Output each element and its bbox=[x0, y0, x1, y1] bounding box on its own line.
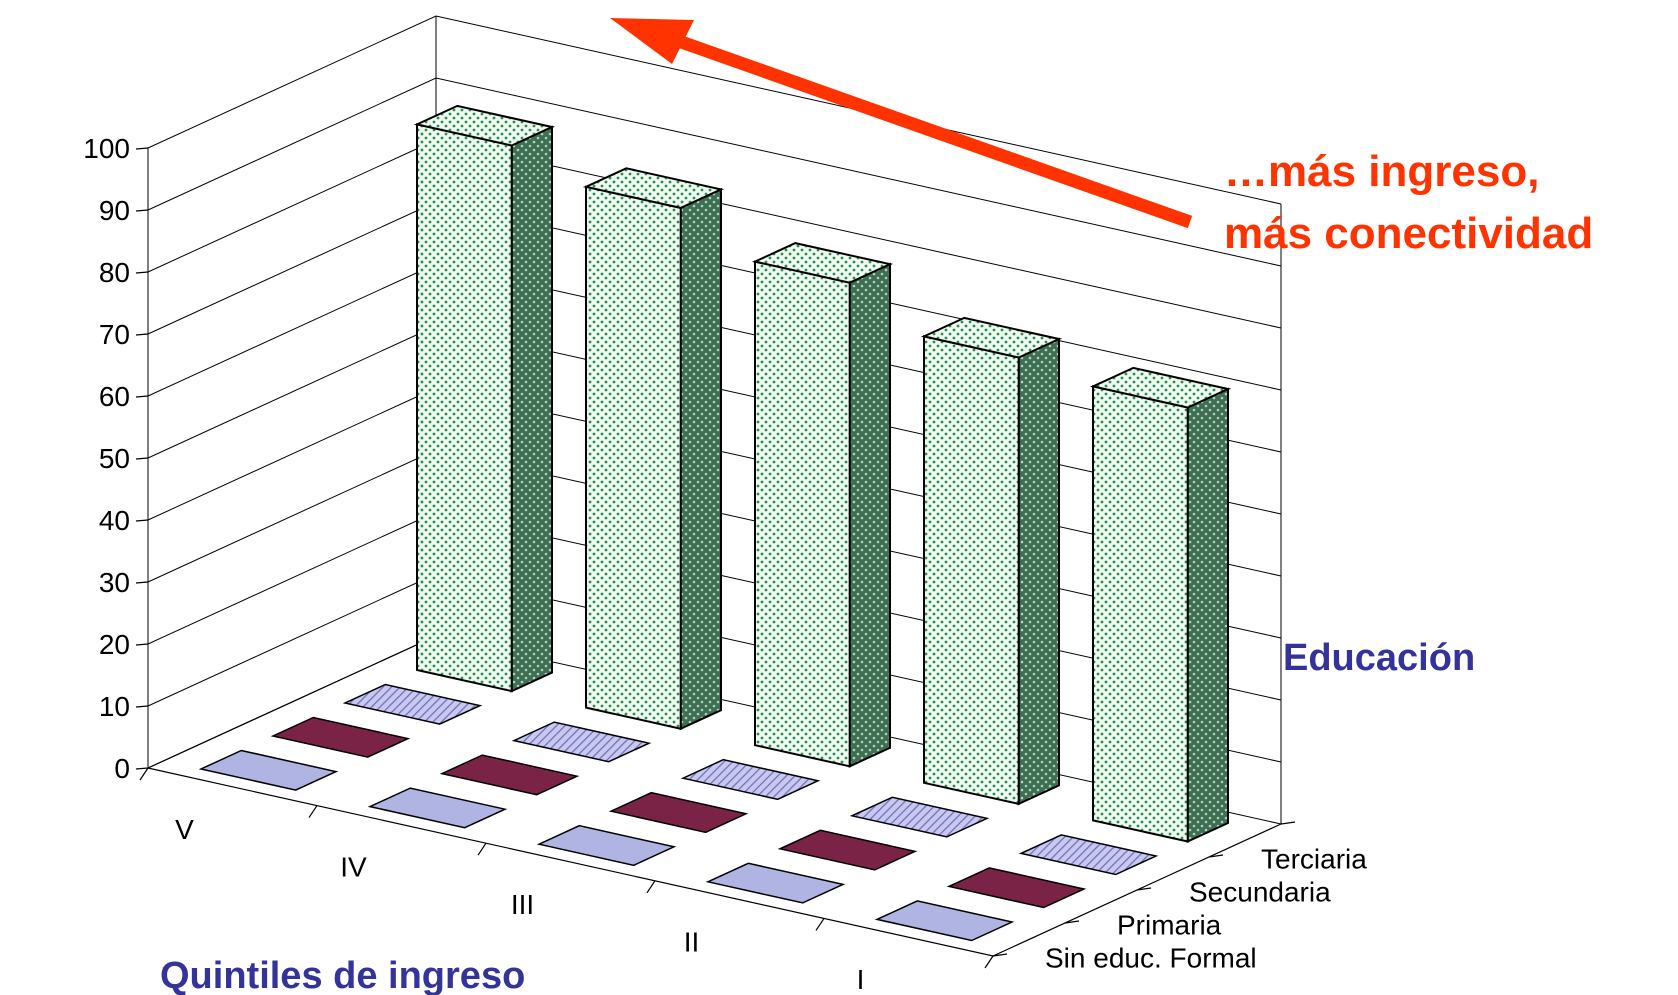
floor-tile bbox=[608, 791, 749, 834]
y-tick-label: 90 bbox=[99, 195, 130, 226]
bar-side bbox=[510, 125, 553, 693]
y-tick-label: 70 bbox=[99, 319, 130, 350]
x-tick-mark bbox=[815, 918, 825, 931]
depth-tick-label: Sin educ. Formal bbox=[1045, 943, 1257, 974]
x-tick-label: I bbox=[857, 964, 865, 995]
bar-side bbox=[1186, 387, 1229, 844]
y-tick-mark bbox=[135, 271, 149, 274]
y-tick-mark bbox=[135, 457, 149, 460]
y-tick-mark bbox=[135, 333, 149, 336]
y-tick-label: 80 bbox=[99, 257, 130, 288]
gridline bbox=[147, 15, 1282, 205]
floor-tile bbox=[849, 796, 990, 838]
depth-tick-label: Secundaria bbox=[1189, 877, 1331, 908]
depth-tick-label: Primaria bbox=[1117, 910, 1222, 941]
floor-tile bbox=[270, 716, 411, 758]
depth-tick-mark bbox=[1280, 821, 1296, 825]
bar bbox=[923, 335, 1020, 806]
y-tick-label: 40 bbox=[99, 505, 130, 536]
depth-tick-mark bbox=[1064, 920, 1080, 924]
x-tick-label: V bbox=[175, 814, 194, 845]
x-tick-label: II bbox=[684, 927, 700, 958]
y-tick-label: 20 bbox=[99, 629, 130, 660]
floor-tile bbox=[342, 683, 483, 725]
y-tick-label: 60 bbox=[99, 381, 130, 412]
x-tick-mark bbox=[139, 767, 149, 781]
bar bbox=[416, 123, 513, 693]
y-tick-label: 50 bbox=[99, 443, 130, 474]
floor-tile bbox=[198, 749, 339, 791]
floor-tiles bbox=[198, 683, 1159, 942]
floor-tile bbox=[511, 721, 652, 763]
floor-tile bbox=[705, 862, 846, 904]
floor-tile bbox=[874, 900, 1015, 942]
y-tick-mark bbox=[135, 147, 149, 150]
bar bbox=[754, 260, 851, 768]
annotation-line-2: más conectividad bbox=[1224, 209, 1593, 258]
annotation-line-1: …más ingreso, bbox=[1224, 147, 1539, 196]
depth-tick-mark bbox=[992, 953, 1008, 957]
y-tick-mark bbox=[135, 519, 149, 522]
x-tick-mark bbox=[477, 842, 487, 856]
y-tick-mark bbox=[135, 581, 149, 584]
depth-axis-title: Educación bbox=[1283, 637, 1475, 679]
bar bbox=[1092, 385, 1189, 843]
depth-tick-label: Terciaria bbox=[1261, 844, 1367, 875]
floor-tile bbox=[777, 829, 918, 871]
bar-side bbox=[1017, 337, 1060, 806]
y-tick-mark bbox=[135, 209, 149, 212]
y-tick-mark bbox=[135, 767, 149, 770]
bar-top bbox=[920, 316, 1063, 359]
bars bbox=[413, 104, 1232, 844]
floor-tile bbox=[680, 758, 821, 801]
floor-tile bbox=[1018, 834, 1159, 876]
floor-tile bbox=[536, 824, 677, 867]
x-tick-label: IV bbox=[340, 851, 367, 882]
floor-tile bbox=[439, 754, 580, 796]
y-tick-label: 100 bbox=[83, 133, 130, 164]
x-tick-mark bbox=[308, 805, 318, 818]
bar-side bbox=[848, 262, 891, 768]
bar-side bbox=[679, 187, 722, 731]
y-tick-label: 0 bbox=[114, 753, 130, 784]
bar-top bbox=[1089, 366, 1232, 409]
x-tick-mark bbox=[646, 880, 656, 894]
x-axis-title: Quintiles de ingreso bbox=[160, 955, 525, 995]
y-tick-label: 10 bbox=[99, 691, 130, 722]
y-tick-mark bbox=[135, 395, 149, 398]
depth-tick-mark bbox=[1136, 887, 1152, 891]
x-tick-mark bbox=[984, 955, 994, 969]
y-tick-mark bbox=[135, 643, 149, 646]
y-tick-label: 30 bbox=[99, 567, 130, 598]
bar-top bbox=[751, 242, 894, 284]
x-tick-label: III bbox=[511, 889, 534, 920]
trend-arrow bbox=[610, 18, 1193, 229]
depth-tick-mark bbox=[1208, 854, 1224, 858]
floor-tile bbox=[367, 787, 508, 829]
bar-top bbox=[413, 104, 556, 147]
y-tick-mark bbox=[135, 705, 149, 708]
bar bbox=[585, 185, 682, 730]
floor-tile bbox=[946, 867, 1087, 909]
bar-top bbox=[582, 167, 725, 209]
